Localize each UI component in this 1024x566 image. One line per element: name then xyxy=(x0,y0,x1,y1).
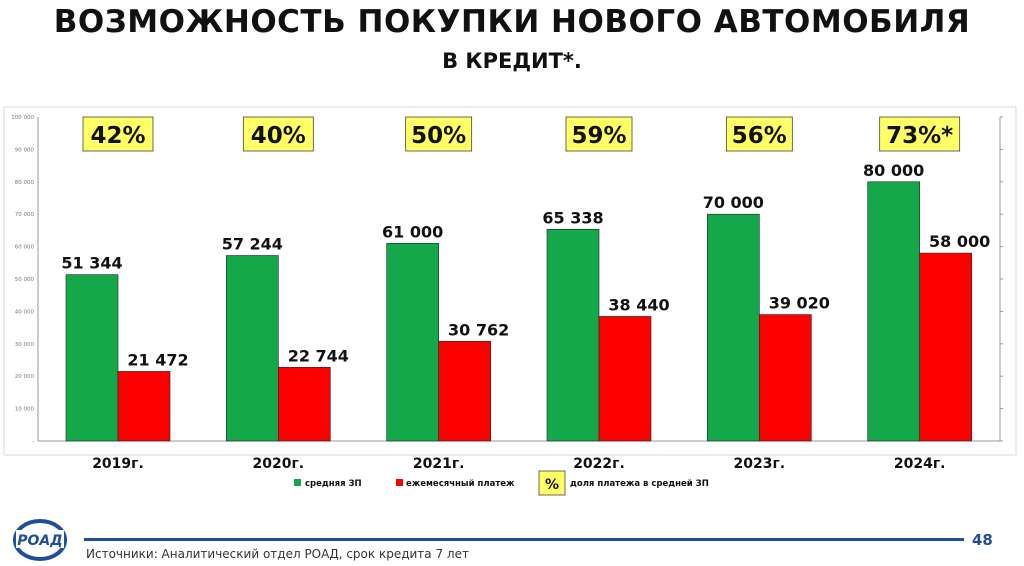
legend-symbol-share: % xyxy=(545,477,559,493)
bar-salary xyxy=(707,213,760,442)
source-note: Источники: Аналитический отдел РОАД, сро… xyxy=(86,547,469,561)
bar-salary xyxy=(226,255,279,442)
data-label: 80 000 xyxy=(863,161,924,180)
x-tick-label: 2021г. xyxy=(413,456,465,472)
share-box xyxy=(242,116,314,152)
y-tick-label: 40 000 xyxy=(15,309,35,315)
data-label: 22 744 xyxy=(288,346,349,365)
data-label: 57 244 xyxy=(222,235,283,254)
y-tick-label: 20 000 xyxy=(15,374,35,380)
road-logo: РОАД xyxy=(13,519,67,561)
share-label: 73%* xyxy=(886,123,953,149)
y-tick-label: - xyxy=(32,439,34,445)
legend-swatch-salary xyxy=(294,479,301,486)
y-tick-label: 50 000 xyxy=(15,277,35,283)
share-box xyxy=(725,116,793,152)
data-label: 65 338 xyxy=(542,208,603,227)
data-label: 70 000 xyxy=(703,193,764,212)
chart-frame xyxy=(3,106,1017,456)
bar-payment xyxy=(278,367,331,442)
x-tick-label: 2020г. xyxy=(253,456,305,472)
page-subtitle: В КРЕДИТ*. xyxy=(442,49,582,73)
share-box xyxy=(879,116,961,152)
data-label: 58 000 xyxy=(929,232,990,251)
x-tick-label: 2024г. xyxy=(894,456,946,472)
bar-salary xyxy=(386,243,439,442)
bar-payment xyxy=(438,341,491,442)
legend-swatch-share xyxy=(538,470,566,496)
bar-payment xyxy=(598,316,652,442)
legend-label-salary: средняя ЗП xyxy=(305,479,362,489)
y-tick-label: 90 000 xyxy=(15,147,35,153)
bar-salary xyxy=(867,181,920,442)
y-tick-label: 10 000 xyxy=(15,407,35,413)
share-label: 50% xyxy=(411,123,466,149)
page-title: ВОЗМОЖНОСТЬ ПОКУПКИ НОВОГО АВТОМОБИЛЯ xyxy=(53,4,971,40)
bar-salary xyxy=(65,274,119,442)
data-label: 30 762 xyxy=(448,320,509,339)
y-tick-label: 100 000 xyxy=(11,115,34,121)
page-number: 48 xyxy=(972,531,993,549)
y-tick-label: 80 000 xyxy=(15,180,35,186)
data-label: 61 000 xyxy=(382,222,443,241)
logo-text: РОАД xyxy=(17,533,62,549)
y-tick-label: 30 000 xyxy=(15,342,35,348)
share-label: 40% xyxy=(251,123,306,149)
share-label: 56% xyxy=(732,123,787,149)
x-tick-label: 2023г. xyxy=(734,456,786,472)
share-box xyxy=(405,116,473,152)
legend-swatch-payment xyxy=(396,479,403,486)
share-label: 42% xyxy=(90,123,145,149)
footer-divider xyxy=(84,538,964,541)
y-tick-label: 70 000 xyxy=(15,212,35,218)
bar-payment xyxy=(919,252,972,442)
share-box xyxy=(82,116,154,152)
bar-salary xyxy=(546,229,600,442)
data-label: 51 344 xyxy=(61,254,122,273)
share-box xyxy=(565,116,633,152)
legend-label-payment: ежемесячный платеж xyxy=(406,479,515,489)
y-tick-label: 60 000 xyxy=(15,245,35,251)
bar-payment xyxy=(759,314,812,442)
data-label: 21 472 xyxy=(127,350,188,369)
bar-chart: - 10 000 20 000 30 000 40 000 50 000 60 000 70 … xyxy=(3,106,1017,496)
x-tick-label: 2019г. xyxy=(92,456,144,472)
bar-payment xyxy=(117,371,171,442)
data-label: 38 440 xyxy=(608,295,669,314)
x-tick-label: 2022г. xyxy=(573,456,625,472)
share-label: 59% xyxy=(571,123,626,149)
legend-label-share: доля платежа в средней ЗП xyxy=(570,479,709,489)
data-label: 39 020 xyxy=(769,294,830,313)
